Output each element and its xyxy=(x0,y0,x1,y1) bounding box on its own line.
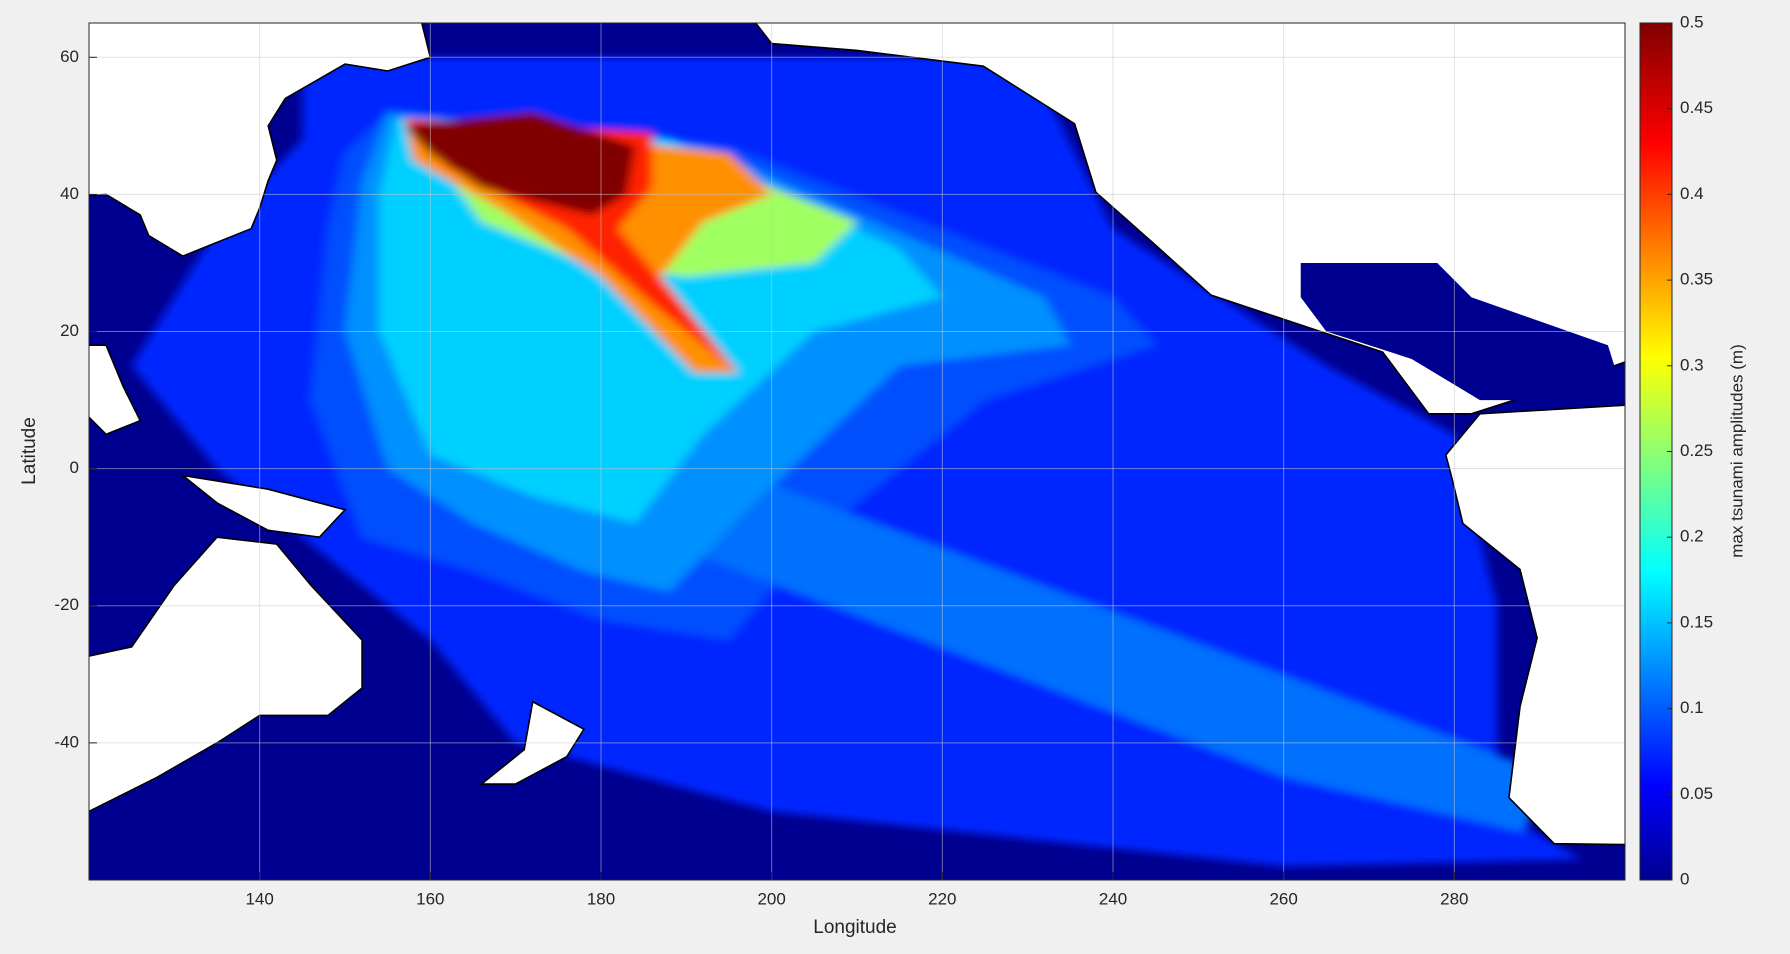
axes: 140 160 180 200 220 240 260 280 -40 -20 0 20 40 60 xyxy=(54,23,1625,908)
colorbar-tick-label: 0.5 xyxy=(1680,12,1704,31)
plume-band xyxy=(686,468,1557,833)
colorbar-tick-label: 0.45 xyxy=(1680,98,1713,117)
colorbar-tick-label: 0.35 xyxy=(1680,270,1713,289)
x-tick-label: 260 xyxy=(1269,889,1297,908)
y-tick-label: 0 xyxy=(70,458,79,477)
colorbar xyxy=(1639,22,1673,881)
land-new-guinea xyxy=(183,475,345,537)
x-tick-label: 180 xyxy=(587,889,615,908)
colorbar-label: max tsunami amplitudes (m) xyxy=(1727,344,1746,558)
colorbar-tick-label: 0.2 xyxy=(1680,527,1704,546)
colorbar-tick-label: 0.3 xyxy=(1680,355,1704,374)
plume-core xyxy=(404,112,636,215)
x-tick-label: 200 xyxy=(757,889,785,908)
colorbar-tick-label: 0 xyxy=(1680,869,1689,888)
x-tick-label: 220 xyxy=(928,889,956,908)
y-tick-label: -40 xyxy=(54,732,79,751)
land-south-america xyxy=(1446,400,1625,846)
y-tick-label: -20 xyxy=(54,595,79,614)
x-tick-label: 160 xyxy=(416,889,444,908)
x-tick-label: 140 xyxy=(245,889,273,908)
colorbar-tick-label: 0.15 xyxy=(1680,612,1713,631)
colorbar-tick-label: 0.1 xyxy=(1680,698,1704,717)
colorbar-tick-label: 0.05 xyxy=(1680,784,1713,803)
x-axis-label: Longitude xyxy=(813,917,896,938)
colorbar-tick-label: 0.25 xyxy=(1680,441,1713,460)
colorbar-tick-label: 0.4 xyxy=(1680,184,1704,203)
y-tick-label: 40 xyxy=(60,184,79,203)
y-tick-label: 60 xyxy=(60,47,79,66)
land-islands xyxy=(89,345,140,434)
plot-frame xyxy=(88,22,1626,881)
y-tick-label: 20 xyxy=(60,321,79,340)
y-axis-label: Latitude xyxy=(19,417,40,485)
x-tick-label: 240 xyxy=(1099,889,1127,908)
x-tick-label: 280 xyxy=(1440,889,1468,908)
